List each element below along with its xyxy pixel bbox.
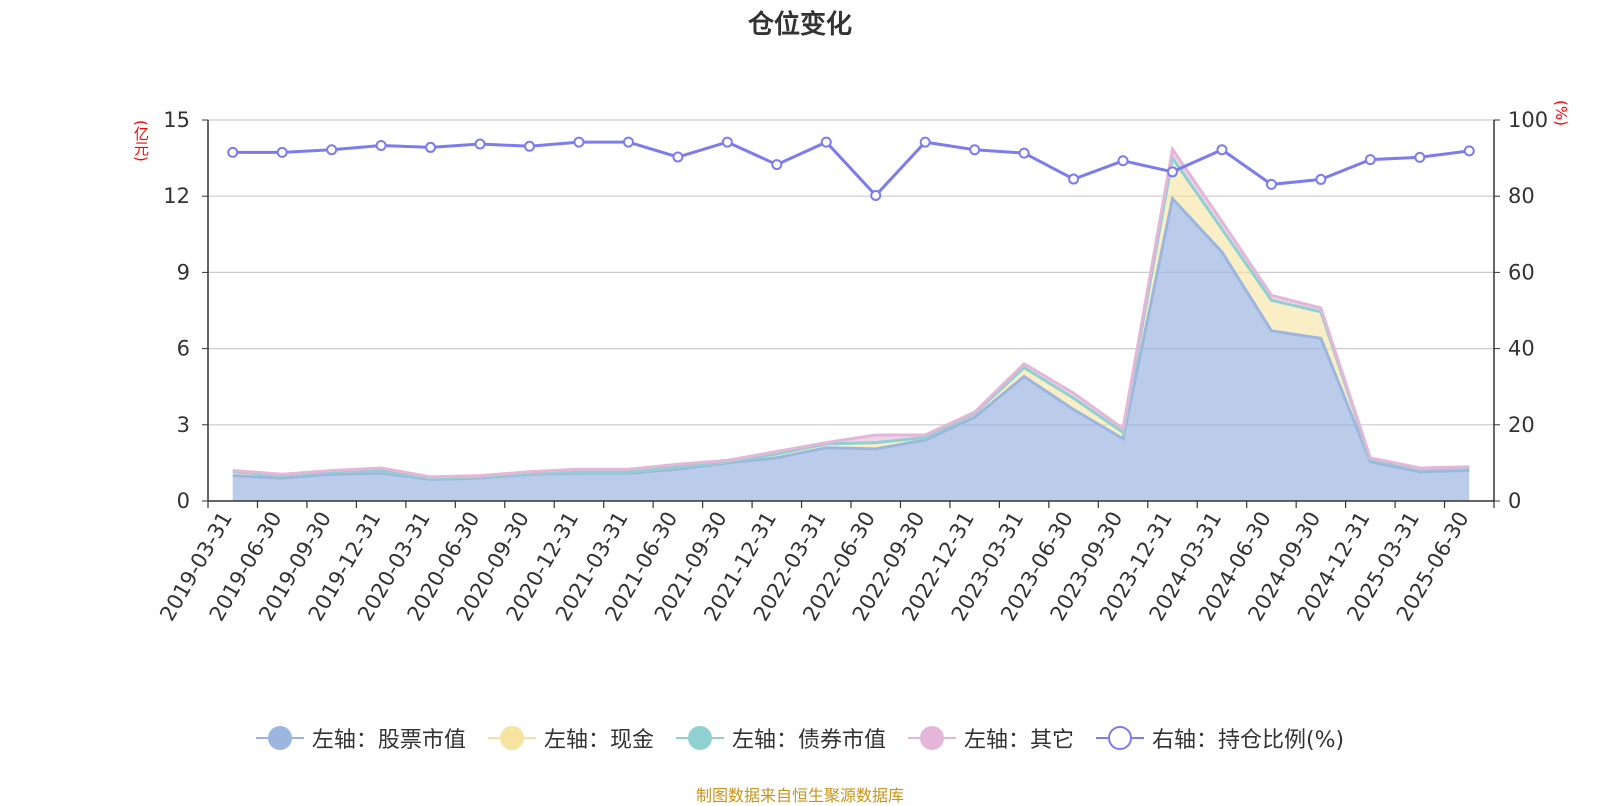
ratio-point: [524, 140, 535, 152]
legend-ratio-label: 右轴：持仓比例(%): [1151, 728, 1345, 753]
y-left-tick-label: 3: [177, 413, 190, 437]
ratio-point: [1414, 151, 1426, 163]
legend-item-cash[interactable]: 左轴：现金: [487, 722, 654, 754]
ratio-point: [919, 136, 931, 148]
legend-item-stock[interactable]: 左轴：股票市值: [255, 722, 466, 754]
ratio-point: [820, 136, 832, 148]
ratio-point: [1463, 145, 1475, 157]
ratio-point: [276, 146, 288, 158]
ratio-point: [1117, 155, 1129, 167]
area-stock: [232, 198, 1470, 501]
legend-cash-label: 左轴：现金: [543, 728, 654, 753]
legend-ratio-dot: [1107, 726, 1132, 750]
ratio-point: [672, 151, 684, 163]
y-left-tick-label: 0: [177, 489, 190, 513]
legend-other-dot: [919, 726, 944, 750]
ratio-point: [1018, 147, 1030, 159]
ratio-point: [474, 138, 486, 150]
ratio-point: [227, 146, 239, 158]
ratio-point: [870, 189, 882, 201]
legend-other-icon: [907, 724, 956, 752]
legend-stock-dot: [267, 726, 292, 750]
chart-title: 仓位变化: [747, 10, 852, 40]
ratio-point: [1216, 144, 1228, 156]
left-axis-unit: (亿元): [132, 120, 150, 162]
y-right-tick-label: 100: [1508, 108, 1548, 132]
ratio-point: [375, 140, 387, 152]
ratio-point: [1315, 173, 1327, 185]
data-source-note: 制图数据来自恒生聚源数据库: [695, 786, 904, 805]
legend-ratio-icon: [1095, 724, 1144, 752]
ratio-point: [573, 136, 585, 148]
y-left-tick-label: 6: [177, 337, 190, 361]
right-axis-unit: (%): [1552, 100, 1570, 126]
ratio-point: [425, 141, 437, 153]
y-right-tick-label: 20: [1508, 413, 1535, 437]
legend-cash-icon: [487, 724, 536, 752]
legend-item-ratio[interactable]: 右轴：持仓比例(%): [1095, 722, 1345, 754]
ratio-point: [1265, 178, 1277, 190]
legend-bond-dot: [687, 726, 712, 750]
y-right-tick-label: 0: [1508, 489, 1521, 513]
y-right-tick-label: 80: [1508, 184, 1535, 208]
legend-bond-icon: [675, 724, 724, 752]
ratio-point: [969, 144, 981, 156]
ratio-point: [1068, 173, 1080, 185]
ratio-point: [1167, 166, 1178, 178]
legend: 左轴：股票市值 左轴：现金 左轴：债券市值 左轴：其它 右轴：持仓比例(%): [0, 722, 1600, 754]
ratio-point: [326, 144, 338, 156]
legend-item-bond[interactable]: 左轴：债券市值: [675, 722, 886, 754]
line-ratio: [232, 140, 1470, 198]
line-other: [232, 145, 1470, 479]
ratio-point: [1364, 154, 1376, 166]
area-cash: [232, 158, 1470, 480]
legend-cash-dot: [499, 726, 524, 750]
legend-stock-label: 左轴：股票市值: [311, 728, 466, 753]
ratio-point: [721, 136, 733, 148]
y-right-tick-label: 40: [1508, 337, 1535, 361]
legend-item-other[interactable]: 左轴：其它: [907, 722, 1074, 754]
legend-bond-label: 左轴：债券市值: [731, 728, 886, 753]
y-left-tick-label: 12: [163, 184, 190, 208]
y-right-tick-label: 60: [1508, 260, 1535, 284]
legend-stock-icon: [255, 724, 304, 752]
legend-other-label: 左轴：其它: [963, 728, 1074, 753]
ratio-point: [771, 159, 783, 171]
y-left-tick-label: 15: [163, 108, 190, 132]
y-left-tick-label: 9: [177, 260, 190, 284]
ratio-point: [622, 136, 634, 148]
